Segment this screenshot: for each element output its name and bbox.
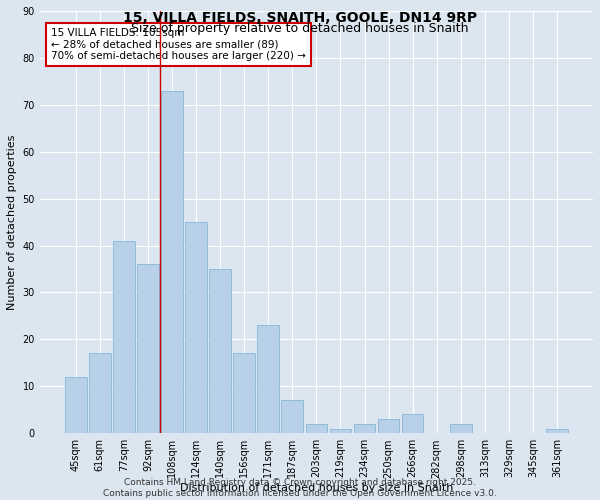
Bar	[546, 428, 568, 434]
Text: 15 VILLA FIELDS: 105sqm
← 28% of detached houses are smaller (89)
70% of semi-de: 15 VILLA FIELDS: 105sqm ← 28% of detache…	[51, 28, 305, 61]
Bar	[113, 241, 134, 434]
Bar	[89, 354, 110, 434]
Bar	[329, 428, 351, 434]
Bar	[354, 424, 376, 434]
Bar	[161, 90, 183, 434]
Bar	[305, 424, 327, 434]
Text: Contains HM Land Registry data © Crown copyright and database right 2025.
Contai: Contains HM Land Registry data © Crown c…	[103, 478, 497, 498]
X-axis label: Distribution of detached houses by size in Snaith: Distribution of detached houses by size …	[180, 483, 453, 493]
Bar	[137, 264, 159, 434]
Y-axis label: Number of detached properties: Number of detached properties	[7, 134, 17, 310]
Bar	[185, 222, 207, 434]
Bar	[281, 400, 303, 434]
Bar	[65, 377, 86, 434]
Bar	[233, 354, 255, 434]
Bar	[209, 269, 231, 434]
Bar	[378, 419, 400, 434]
Bar	[257, 326, 279, 434]
Bar	[402, 414, 424, 434]
Bar	[450, 424, 472, 434]
Text: 15, VILLA FIELDS, SNAITH, GOOLE, DN14 9RP: 15, VILLA FIELDS, SNAITH, GOOLE, DN14 9R…	[123, 11, 477, 25]
Text: Size of property relative to detached houses in Snaith: Size of property relative to detached ho…	[131, 22, 469, 35]
